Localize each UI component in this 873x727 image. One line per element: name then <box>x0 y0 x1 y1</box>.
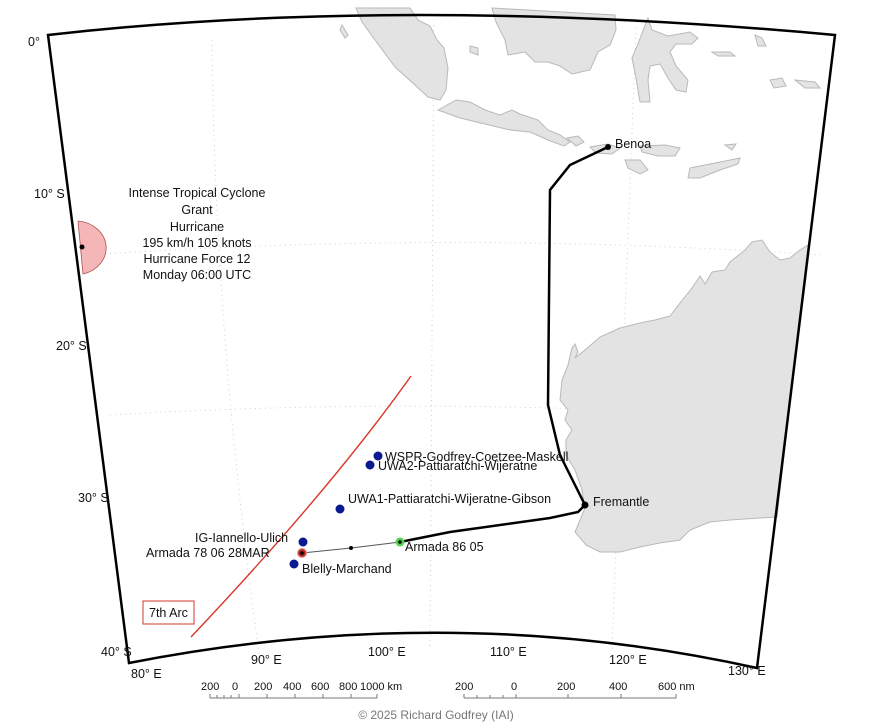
seventh-arc-line <box>190 375 412 638</box>
longitude-labels: 80° E 90° E 100° E 110° E 120° E 130° E <box>131 645 766 681</box>
site-ig-marker[interactable] <box>298 537 308 547</box>
svg-text:40° S: 40° S <box>101 645 132 659</box>
svg-text:100° E: 100° E <box>368 645 406 659</box>
site-armada78-label: Armada 78 06 28MAR <box>146 546 270 560</box>
search-sites: WSPR-Godfrey-Coetzee-Maskell UWA2-Pattia… <box>146 450 568 576</box>
fremantle-marker <box>581 501 589 509</box>
seventh-arc-label: 7th Arc <box>149 606 188 620</box>
benoa-marker <box>605 144 611 150</box>
flight-route <box>399 145 609 544</box>
cyclone-info: Intense Tropical Cyclone Grant Hurricane… <box>129 186 266 282</box>
svg-text:0: 0 <box>232 681 238 693</box>
svg-text:10° S: 10° S <box>34 187 65 201</box>
site-blelly-label: Blelly-Marchand <box>302 562 392 576</box>
latitude-labels: 0° 10° S 20° S 30° S 40° S <box>28 35 132 659</box>
svg-text:130° E: 130° E <box>728 664 766 678</box>
svg-text:200: 200 <box>201 681 219 693</box>
svg-text:80° E: 80° E <box>131 667 162 681</box>
bali-landmass <box>565 135 585 147</box>
svg-text:90° E: 90° E <box>251 653 282 667</box>
cyclone-marker[interactable] <box>77 220 107 275</box>
site-ig-label: IG-Iannello-Ulich <box>195 531 288 545</box>
svg-text:200: 200 <box>557 681 575 693</box>
site-blelly-marker[interactable] <box>289 559 299 569</box>
svg-text:110° E: 110° E <box>490 645 527 659</box>
svg-text:0°: 0° <box>28 35 40 49</box>
sulawesi-landmass <box>631 16 699 103</box>
scale-bar-km: 200 0 200 400 600 800 1000 km <box>201 681 402 699</box>
svg-text:600 nm: 600 nm <box>658 681 695 693</box>
graticule <box>89 24 821 661</box>
svg-text:Intense Tropical Cyclone: Intense Tropical Cyclone <box>129 186 266 200</box>
scale-bar-nm: 200 0 200 400 600 nm <box>455 681 695 699</box>
svg-text:Hurricane Force 12: Hurricane Force 12 <box>144 252 251 266</box>
svg-text:Hurricane: Hurricane <box>170 220 224 234</box>
svg-text:200: 200 <box>455 681 473 693</box>
benoa-label: Benoa <box>615 137 651 151</box>
sumba-landmass <box>624 159 649 175</box>
java-landmass <box>436 99 571 147</box>
svg-text:200: 200 <box>254 681 272 693</box>
svg-text:Monday 06:00 UTC: Monday 06:00 UTC <box>143 268 251 282</box>
svg-text:600: 600 <box>311 681 329 693</box>
copyright: © 2025 Richard Godfrey (IAI) <box>358 708 514 722</box>
site-wspr-marker[interactable] <box>373 451 383 461</box>
svg-text:1000 km: 1000 km <box>360 681 402 693</box>
site-wspr-label: WSPR-Godfrey-Coetzee-Maskell <box>385 450 568 464</box>
map-frame <box>46 13 837 670</box>
timor-landmass <box>687 157 741 179</box>
svg-text:195 km/h 105 knots: 195 km/h 105 knots <box>142 236 251 250</box>
svg-text:20° S: 20° S <box>56 339 87 353</box>
site-uwa2-label: UWA2-Pattiaratchi-Wijeratne <box>378 459 537 473</box>
svg-text:30° S: 30° S <box>78 491 109 505</box>
svg-text:400: 400 <box>283 681 301 693</box>
borneo-landmass <box>491 7 617 75</box>
fremantle-label: Fremantle <box>593 495 649 509</box>
site-uwa1-label: UWA1-Pattiaratchi-Wijeratne-Gibson <box>348 492 551 506</box>
svg-text:Grant: Grant <box>181 203 213 217</box>
svg-text:400: 400 <box>609 681 627 693</box>
svg-text:800: 800 <box>339 681 357 693</box>
site-armada86-label: Armada 86 05 <box>405 540 484 554</box>
sumatra-landmass <box>355 7 449 101</box>
seventh-arc-label-box <box>142 600 195 625</box>
svg-text:0: 0 <box>511 681 517 693</box>
flores-landmass <box>639 144 681 157</box>
svg-text:120° E: 120° E <box>609 653 647 667</box>
site-uwa1-marker[interactable] <box>335 504 345 514</box>
site-uwa2-marker[interactable] <box>365 460 375 470</box>
